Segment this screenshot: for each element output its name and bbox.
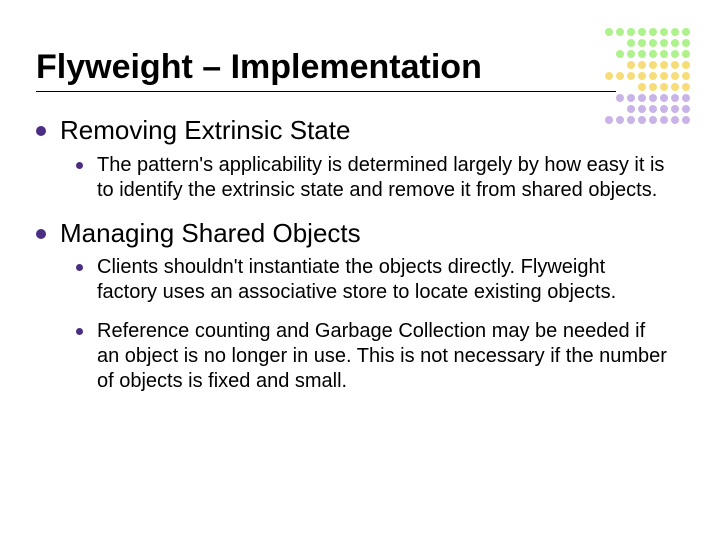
deco-dot: [627, 94, 635, 102]
deco-dot: [671, 116, 679, 124]
deco-dot: [627, 39, 635, 47]
deco-row: [602, 94, 690, 102]
title-rule: [36, 91, 616, 92]
section-point: The pattern's applicability is determine…: [76, 153, 684, 203]
deco-dot: [638, 72, 646, 80]
bullet-icon: [76, 264, 83, 271]
deco-dot: [649, 83, 657, 91]
deco-dot: [638, 28, 646, 36]
deco-dot: [605, 116, 613, 124]
deco-dot: [627, 50, 635, 58]
deco-dot: [682, 61, 690, 69]
deco-row: [602, 28, 690, 36]
deco-dot: [638, 39, 646, 47]
content: Removing Extrinsic State The pattern's ap…: [36, 114, 684, 394]
deco-row: [602, 50, 690, 58]
slide: Flyweight – Implementation Removing Extr…: [0, 0, 720, 540]
deco-dot: [660, 28, 668, 36]
deco-dot: [682, 50, 690, 58]
deco-dot: [627, 28, 635, 36]
section-heading-text: Managing Shared Objects: [60, 217, 361, 250]
deco-row: [602, 105, 690, 113]
deco-dot: [649, 28, 657, 36]
deco-dot: [660, 72, 668, 80]
deco-row: [602, 61, 690, 69]
section-point-text: Reference counting and Garbage Collectio…: [97, 319, 667, 394]
deco-dot: [660, 105, 668, 113]
deco-dot: [682, 39, 690, 47]
deco-dot: [605, 72, 613, 80]
deco-dot: [616, 28, 624, 36]
deco-dot: [638, 61, 646, 69]
deco-dot: [660, 94, 668, 102]
deco-dot: [660, 83, 668, 91]
section-point-text: The pattern's applicability is determine…: [97, 153, 667, 203]
deco-dot: [649, 39, 657, 47]
deco-dot: [649, 94, 657, 102]
deco-dot: [682, 83, 690, 91]
deco-dot: [638, 105, 646, 113]
deco-dot: [649, 116, 657, 124]
deco-row: [602, 116, 690, 124]
deco-dot: [649, 72, 657, 80]
deco-dot: [660, 39, 668, 47]
deco-dot: [671, 94, 679, 102]
deco-dot: [605, 28, 613, 36]
deco-dot: [638, 50, 646, 58]
deco-dot: [638, 94, 646, 102]
deco-dot: [627, 72, 635, 80]
section-point-text: Clients shouldn't instantiate the object…: [97, 255, 667, 305]
bullet-icon: [36, 126, 46, 136]
corner-decoration: [602, 28, 690, 124]
deco-dot: [682, 72, 690, 80]
deco-dot: [682, 94, 690, 102]
deco-dot: [682, 105, 690, 113]
deco-dot: [616, 94, 624, 102]
bullet-icon: [76, 162, 83, 169]
deco-dot: [638, 83, 646, 91]
deco-dot: [671, 61, 679, 69]
deco-dot: [627, 61, 635, 69]
deco-row: [602, 83, 690, 91]
section-point: Reference counting and Garbage Collectio…: [76, 319, 684, 394]
bullet-icon: [36, 229, 46, 239]
deco-dot: [660, 61, 668, 69]
section-heading: Managing Shared Objects: [36, 217, 684, 250]
bullet-icon: [76, 328, 83, 335]
deco-dot: [649, 61, 657, 69]
deco-dot: [627, 105, 635, 113]
deco-dot: [616, 50, 624, 58]
deco-row: [602, 39, 690, 47]
deco-dot: [649, 105, 657, 113]
deco-dot: [671, 39, 679, 47]
section-point: Clients shouldn't instantiate the object…: [76, 255, 684, 305]
section-heading-text: Removing Extrinsic State: [60, 114, 350, 147]
deco-dot: [649, 50, 657, 58]
section-heading: Removing Extrinsic State: [36, 114, 684, 147]
deco-dot: [660, 116, 668, 124]
deco-dot: [682, 116, 690, 124]
deco-dot: [682, 28, 690, 36]
deco-dot: [627, 116, 635, 124]
deco-row: [602, 72, 690, 80]
slide-title: Flyweight – Implementation: [36, 48, 684, 87]
deco-dot: [671, 83, 679, 91]
deco-dot: [671, 105, 679, 113]
deco-dot: [638, 116, 646, 124]
deco-dot: [671, 72, 679, 80]
deco-dot: [660, 50, 668, 58]
deco-dot: [616, 72, 624, 80]
deco-dot: [616, 116, 624, 124]
deco-dot: [671, 28, 679, 36]
deco-dot: [671, 50, 679, 58]
